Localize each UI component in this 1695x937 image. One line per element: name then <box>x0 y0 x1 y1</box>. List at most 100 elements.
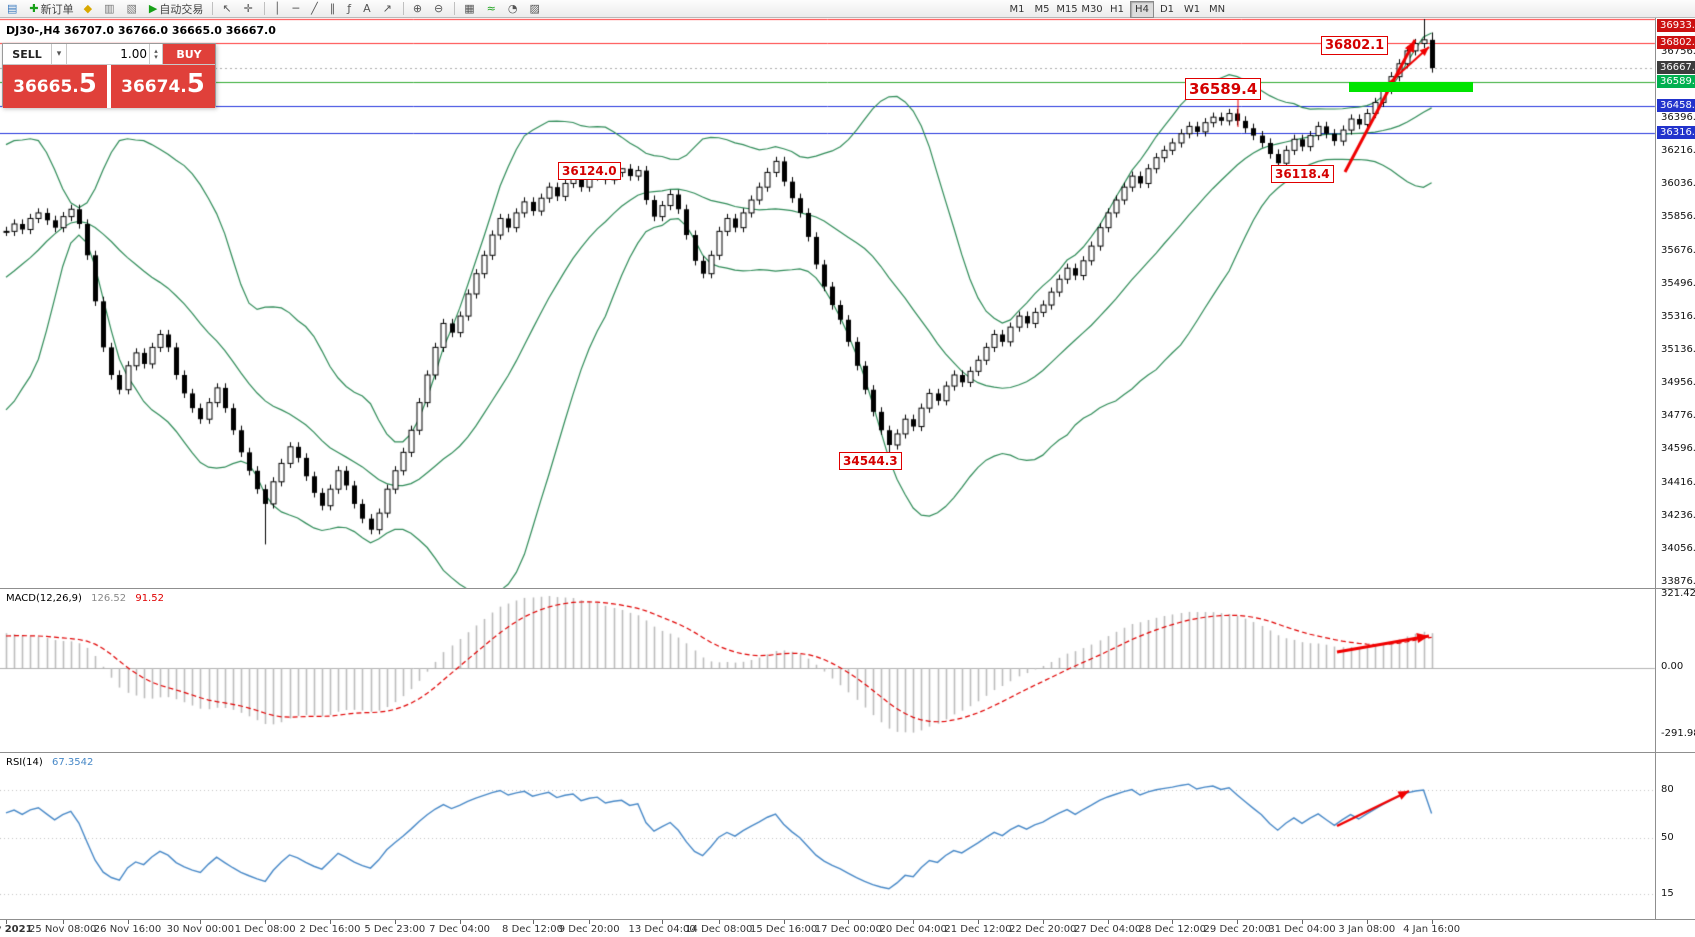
chart-ohlc-title: DJ30-,H4 36707.0 36766.0 36665.0 36667.0 <box>6 24 276 37</box>
one-click-trade-panel: SELL ▾ ▴ ▾ BUY 36665.5 36674.5 <box>2 43 216 108</box>
market-watch-icon: ▥ <box>104 1 115 15</box>
price-marker-label: 36316.6 <box>1657 125 1695 139</box>
time-tick <box>532 920 534 924</box>
time-tick <box>978 920 979 924</box>
time-tick <box>330 920 331 924</box>
new-order-label: 新订单 <box>40 2 74 16</box>
panel-separator-rsi[interactable] <box>0 752 1695 753</box>
periods-icon[interactable]: ◔ <box>504 0 524 18</box>
rsi-axis-label: 15 <box>1661 888 1674 899</box>
trendline-icon: ╱ <box>311 1 318 15</box>
price-tick-label: 34776.0 <box>1661 410 1695 422</box>
zoom-out-icon[interactable]: ⊖ <box>430 0 449 18</box>
time-label: 22 Dec 20:00 <box>1009 924 1077 935</box>
time-label: 4 Jan 16:00 <box>1403 924 1461 935</box>
spinner-up-icon[interactable]: ▴ <box>154 47 158 55</box>
time-tick <box>459 920 461 924</box>
timeframe-H1[interactable]: H1 <box>1110 4 1124 15</box>
macd-axis-label: -291.98 <box>1661 728 1695 739</box>
time-label: 31 Dec 04:00 <box>1268 924 1336 935</box>
volume-input[interactable] <box>67 46 149 62</box>
macd-axis-label: 0.00 <box>1661 661 1684 672</box>
volume-stepper[interactable]: ▴ ▾ <box>150 44 163 64</box>
trendline-icon[interactable]: ╱ <box>307 0 324 18</box>
price-tick-label: 34596.0 <box>1661 443 1695 455</box>
rsi-indicator-label: RSI(14) 67.3542 <box>6 757 93 768</box>
time-tick <box>848 920 850 924</box>
cursor-icon[interactable]: ↖ <box>218 0 237 18</box>
price-marker-label: 36802.1 <box>1657 36 1695 50</box>
price-axis[interactable]: 36756.0 36396.0 36216.0 36036.0 35856.0 35676… <box>1656 18 1695 919</box>
price-annotation[interactable]: 36802.1 <box>1321 36 1389 55</box>
timeframe-W1[interactable]: W1 <box>1183 4 1201 15</box>
trade-panel-gap <box>107 65 111 108</box>
crosshair-icon[interactable]: ✛ <box>240 0 259 18</box>
sell-button[interactable]: 36665. 5 <box>3 65 107 108</box>
rsi-axis-label: 80 <box>1661 784 1674 795</box>
timeframe-MN[interactable]: MN <box>1208 4 1226 15</box>
buy-price: 36674. <box>121 77 187 97</box>
timeframe-M30[interactable]: M30 <box>1081 4 1103 15</box>
equidistant-channel-icon[interactable]: ∥ <box>326 0 342 18</box>
vertical-line-icon[interactable]: │ <box>270 0 287 18</box>
time-label: 25 Nov 08:00 <box>28 924 97 935</box>
price-annotation[interactable]: 36118.4 <box>1271 165 1334 183</box>
timeframe-D1[interactable]: D1 <box>1159 4 1175 15</box>
time-label: 14 Dec 08:00 <box>685 924 753 935</box>
time-label: 26 Nov 16:00 <box>93 924 162 935</box>
indicators-list-icon[interactable]: ≈ <box>483 0 502 18</box>
price-annotation[interactable]: 36124.0 <box>558 162 621 180</box>
panel-separator-macd[interactable] <box>0 588 1695 589</box>
autotrading-button[interactable]: ▶ 自动交易 <box>145 0 207 18</box>
time-tick <box>662 920 664 924</box>
zoom-in-icon[interactable]: ⊕ <box>409 0 428 18</box>
time-tick <box>1172 920 1174 924</box>
new-chart-icon[interactable]: ▤ <box>3 0 23 18</box>
time-label: Nov 2021 <box>0 924 33 935</box>
buy-label: BUY <box>163 44 215 64</box>
time-label: 30 Nov 00:00 <box>166 924 235 935</box>
price-annotation[interactable]: 36589.4 <box>1185 78 1262 100</box>
text-label-icon: A <box>363 1 371 15</box>
data-window-icon[interactable]: ▧ <box>123 0 143 18</box>
new-order-button[interactable]: ✚ 新订单 <box>25 0 77 18</box>
price-tick-label: 34056.0 <box>1661 542 1695 554</box>
market-watch-icon[interactable]: ▥ <box>100 0 120 18</box>
text-label-icon[interactable]: A <box>359 0 377 18</box>
time-tick <box>718 920 720 924</box>
spinner-down-icon[interactable]: ▾ <box>154 53 158 61</box>
tile-windows-icon[interactable]: ▦ <box>460 0 480 18</box>
time-label: 29 Dec 20:00 <box>1203 924 1271 935</box>
fibonacci-icon: ƒ <box>347 1 352 15</box>
time-label: 1 Dec 08:00 <box>234 924 296 935</box>
templates-icon[interactable]: ▨ <box>525 0 545 18</box>
price-tick-label: 36036.0 <box>1661 178 1695 190</box>
toolbar-separator <box>263 2 265 15</box>
price-tick-label: 36756.0 <box>1661 45 1695 57</box>
horizontal-line-icon[interactable]: ─ <box>288 0 305 18</box>
fibonacci-icon[interactable]: ƒ <box>343 0 357 18</box>
time-label: 7 Dec 04:00 <box>429 924 491 935</box>
timeframe-M15[interactable]: M15 <box>1056 4 1078 15</box>
timeframe-M1[interactable]: M1 <box>1009 4 1025 15</box>
price-tick-label: 33876.0 <box>1661 576 1695 587</box>
timeframe-M5[interactable]: M5 <box>1034 4 1050 15</box>
rsi-axis-label: 50 <box>1661 832 1674 843</box>
buy-button[interactable]: 36674. 5 <box>111 65 215 108</box>
timeframe-toolbar: M1 M5 M15 M30 H1 H4 D1 W1 MN <box>1005 1 1230 18</box>
price-annotation[interactable]: 34544.3 <box>839 452 902 470</box>
toolbar-separator <box>454 2 456 15</box>
mql-market-icon[interactable]: ◆ <box>80 0 98 18</box>
mql-market-icon: ◆ <box>83 1 93 15</box>
autotrading-label: 自动交易 <box>159 2 204 16</box>
chevron-down-icon[interactable]: ▾ <box>52 44 67 64</box>
sell-label: SELL <box>3 44 52 64</box>
rsi-name: RSI(14) <box>6 757 43 768</box>
new-order-icon: ✚ <box>29 1 39 15</box>
arrow-object-icon[interactable]: ↗ <box>379 0 398 18</box>
time-label: 21 Dec 12:00 <box>944 924 1012 935</box>
rsi-value: 67.3542 <box>51 757 94 768</box>
timeframe-H4[interactable]: H4 <box>1130 1 1154 18</box>
